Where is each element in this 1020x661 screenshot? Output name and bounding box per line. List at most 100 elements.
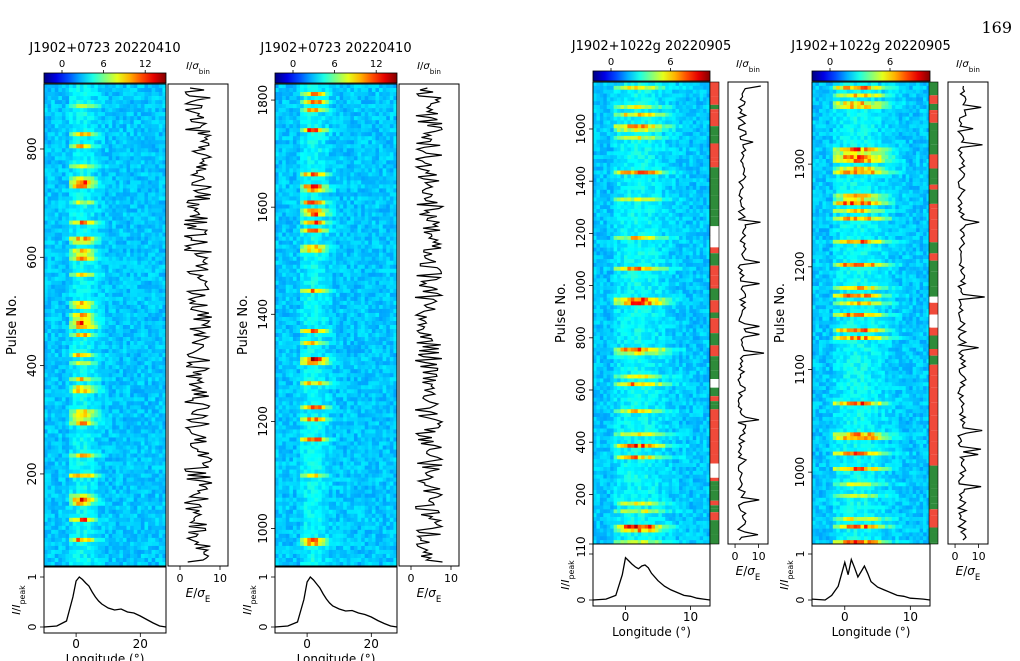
energy-axis-label: E/σE (736, 564, 761, 583)
profile-frame (274, 566, 398, 634)
drift-segment (710, 285, 719, 289)
y-tick-label: 400 (25, 354, 39, 377)
y-tick-label: 800 (574, 326, 588, 349)
colorbar-label: I/σbin (736, 59, 760, 74)
heatmap (593, 82, 711, 545)
x-axis-label: Longitude (°) (66, 652, 145, 661)
y-tick-label: 600 (574, 379, 588, 402)
energy-frame (167, 83, 229, 567)
x-tick-label: 0 (72, 637, 80, 651)
drift-segment (710, 112, 719, 127)
drift-segment (710, 300, 719, 313)
drift-mode-bar (709, 81, 720, 545)
drift-segment (929, 122, 938, 131)
y-tick-label: 1800 (256, 85, 270, 116)
heatmap-frame (43, 83, 167, 567)
drift-segment (710, 265, 719, 276)
drift-segment (929, 219, 938, 230)
y-tick-label: 1000 (793, 457, 807, 488)
drift-segment (710, 360, 719, 371)
y-tick-label: 1600 (574, 114, 588, 145)
drift-segment (929, 327, 938, 333)
drift-segment (929, 348, 938, 356)
drift-segment (929, 302, 938, 315)
drift-segment (710, 534, 719, 544)
energy-panel: 0 10E/σE (398, 83, 460, 605)
drift-segment (710, 404, 719, 410)
y-tick-label: 1300 (793, 149, 807, 180)
drift-segment (710, 409, 719, 421)
y-tick-label: 400 (574, 431, 588, 454)
profile-y-axis-label: I/Ipeak (241, 585, 258, 615)
colorbar-label: I/σbin (417, 61, 441, 76)
energy-tick-label: 10 (972, 550, 986, 563)
drift-segment (929, 253, 938, 261)
energy-tick-label: 0 (177, 572, 184, 585)
drift-segment (929, 103, 938, 111)
drift-segment (929, 203, 938, 209)
profile-y-axis-label: I/Ipeak (778, 560, 795, 590)
drift-segment (710, 209, 719, 217)
y-tick-label: 200 (574, 483, 588, 506)
drift-segment (929, 184, 938, 190)
colorbar-tick-label: 12 (370, 59, 383, 70)
profile-y-tick-label: 1 (257, 574, 270, 581)
profile-y-tick-label: 1 (794, 551, 807, 558)
drift-segment (929, 515, 938, 528)
drift-segment (710, 454, 719, 464)
energy-panel: 0 10E/σE (727, 81, 769, 583)
drift-segment (710, 512, 719, 521)
drift-segment (929, 527, 938, 533)
x-tick-label: 0 (303, 637, 311, 651)
energy-tick-label: 0 (408, 572, 415, 585)
profile-y-tick-label: 0 (26, 624, 39, 631)
drift-segment (929, 402, 938, 416)
drift-segment (929, 271, 938, 287)
energy-frame (727, 81, 769, 545)
colorbar: 0 6 12 (43, 59, 167, 84)
energy-tick-label: 10 (444, 572, 458, 585)
x-tick-label: 10 (683, 610, 698, 624)
drift-segment (929, 488, 938, 497)
energy-trace (414, 87, 445, 563)
drift-segment (929, 314, 938, 328)
energy-tick-label: 0 (952, 550, 959, 563)
colorbar-gradient (274, 72, 398, 84)
drift-segment (929, 415, 938, 431)
drift-segment (929, 430, 938, 442)
drift-segment (710, 356, 719, 361)
drift-segment (929, 208, 938, 213)
energy-axis-label: E/σE (417, 586, 442, 605)
energy-trace (183, 87, 213, 563)
profile-y-tick-label: 1 (26, 574, 39, 581)
drift-segment (710, 508, 719, 513)
drift-segment (929, 441, 938, 455)
drift-segment (710, 247, 719, 254)
drift-segment (710, 226, 719, 236)
drift-segment (710, 178, 719, 185)
y-tick-label: 1200 (256, 406, 270, 437)
drift-segment (929, 503, 938, 510)
drift-segment (929, 542, 938, 544)
profile-y-axis-label: I/Ipeak (559, 560, 576, 590)
profile-curve (811, 557, 931, 601)
drift-segment (929, 484, 938, 489)
drift-segment (710, 109, 719, 113)
x-tick-label: 0 (841, 610, 849, 624)
drift-segment (710, 379, 719, 385)
drift-segment (710, 441, 719, 455)
colorbar-tick-label: 6 (331, 59, 337, 70)
drift-segment (929, 509, 938, 516)
profile-curve (274, 575, 398, 628)
y-axis-label: Pulse No. (773, 283, 788, 343)
chart-title: J1902+0723 20220410 (259, 41, 411, 56)
drift-segment (710, 485, 719, 491)
drift-segment (710, 387, 719, 397)
drift-segment (929, 260, 938, 272)
drift-segment (710, 96, 719, 105)
y-axis-label: Pulse No. (554, 283, 569, 343)
colorbar: 0 6 12 (274, 59, 398, 84)
energy-panel: 0 10E/σE (167, 83, 229, 605)
